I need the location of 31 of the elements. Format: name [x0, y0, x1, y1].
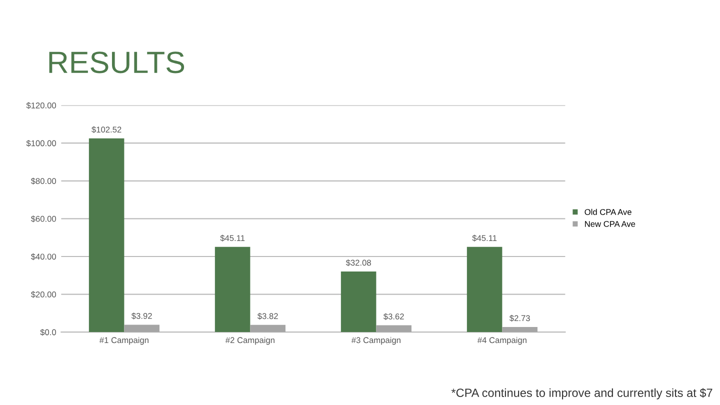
y-tick-label: $60.00 [30, 216, 56, 222]
data-label: $32.08 [346, 259, 371, 266]
bar [250, 324, 286, 332]
data-label: $45.11 [220, 234, 245, 242]
bar [466, 246, 502, 332]
bar [340, 271, 376, 332]
data-label: $45.11 [472, 234, 497, 242]
legend-label: New CPA Ave [585, 221, 636, 227]
data-label: $3.92 [132, 312, 152, 320]
legend-label: Old CPA Ave [584, 208, 632, 215]
chart-title: RESULTS [49, 52, 184, 74]
y-tick-label: $100.00 [26, 140, 56, 147]
y-tick-label: $0.0 [40, 328, 56, 336]
text: *CPA continues to improve and currently sits at $7 [451, 388, 712, 400]
x-tick-label: #2 Campaign [225, 336, 274, 345]
y-tick-label: $80.00 [30, 178, 56, 184]
y-tick-label: $20.00 [30, 291, 56, 298]
bar [124, 324, 160, 332]
x-tick-label: #1 Campaign [99, 336, 148, 345]
x-tick-label: #4 Campaign [477, 336, 526, 345]
bar [214, 246, 250, 332]
data-label: $3.82 [258, 312, 278, 320]
y-tick-label: $120.00 [26, 102, 56, 109]
bar [502, 326, 538, 332]
data-label: $2.73 [510, 314, 530, 322]
y-tick-label: $40.00 [30, 253, 56, 260]
bar [88, 138, 124, 332]
x-tick-label: #3 Campaign [351, 336, 400, 345]
bar [376, 325, 412, 332]
data-label: $102.52 [92, 126, 122, 134]
data-label: $3.62 [384, 313, 404, 320]
